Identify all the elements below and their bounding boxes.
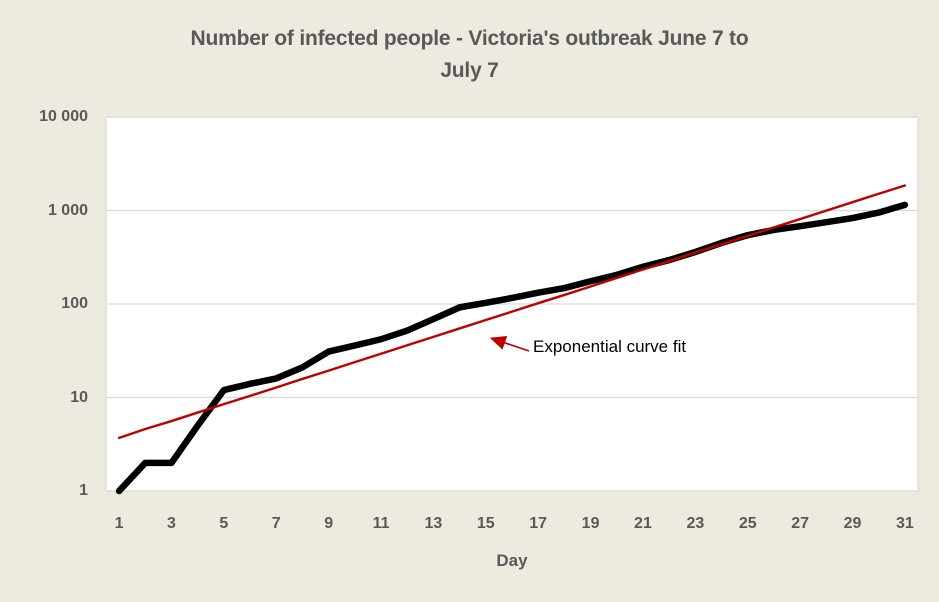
x-tick-label: 23 — [686, 515, 705, 532]
chart-title: Number of infected people - Victoria's o… — [0, 23, 939, 87]
x-tick-label: 11 — [372, 515, 390, 532]
x-tick-label: 1 — [114, 515, 124, 532]
y-tick-label: 1 000 — [47, 201, 88, 219]
x-tick-label: 9 — [324, 515, 334, 532]
chart-title-line2: July 7 — [440, 59, 499, 82]
chart-title-line1: Number of infected people - Victoria's o… — [190, 27, 749, 50]
y-tick-label: 1 — [79, 482, 88, 499]
x-tick-label: 25 — [738, 515, 757, 532]
exponential-fit-line — [117, 184, 907, 440]
x-tick-label: 13 — [424, 515, 443, 532]
x-tick-label: 3 — [167, 515, 176, 532]
y-tick-label: 10 000 — [39, 108, 88, 125]
x-tick-label: 17 — [529, 515, 548, 532]
infected-data-line — [115, 201, 909, 495]
x-tick-label: 15 — [476, 515, 495, 532]
x-tick-label: 21 — [634, 515, 652, 532]
annotation-arrow — [489, 336, 530, 352]
x-tick-label: 7 — [271, 515, 281, 532]
y-tick-label: 100 — [61, 295, 88, 312]
y-tick-label: 10 — [70, 388, 88, 406]
x-tick-label: 19 — [581, 515, 600, 532]
annotation-label: Exponential curve fit — [533, 337, 687, 356]
x-tick-label: 31 — [895, 515, 914, 532]
x-tick-label: 27 — [791, 515, 810, 532]
x-tick-label: 29 — [843, 515, 862, 532]
x-tick-label: 5 — [219, 515, 229, 532]
x-axis-title: Day — [496, 551, 528, 570]
